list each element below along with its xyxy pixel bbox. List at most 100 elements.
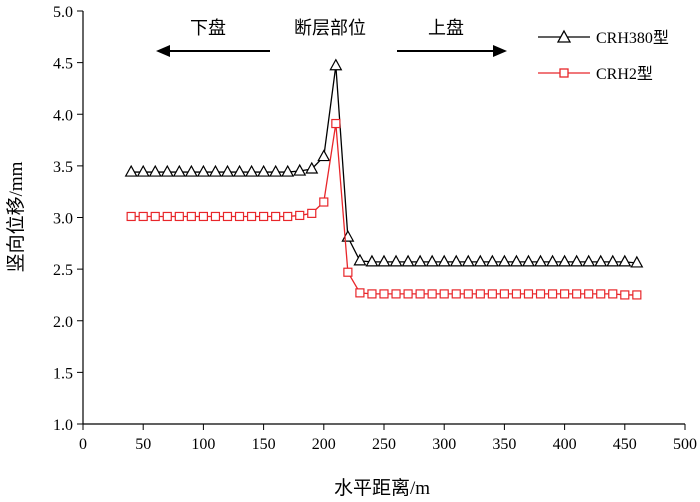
data-point [269,164,283,177]
data-point [377,254,391,267]
data-point [186,211,196,222]
series-crh380 [124,58,644,268]
data-point [259,211,269,222]
data-point [497,254,511,267]
data-point [521,254,535,267]
data-point [234,211,245,222]
data-point [124,164,138,177]
data-point [437,254,451,267]
data-point [391,289,401,299]
y-tick-label: 4.0 [53,107,73,124]
data-point [271,211,281,222]
y-tick-label: 5.0 [53,4,73,21]
data-point [425,254,439,267]
data-point [558,254,572,267]
data-point [451,289,461,299]
data-point [136,164,150,177]
data-point [367,289,377,299]
data-point [572,289,582,299]
data-point [355,288,365,298]
axes: 0 50 100 150 200 250 300 350 400 450 500 1.0 1.5 2.0 2… [53,4,697,453]
x-tick-label: 100 [191,436,215,453]
data-point [162,211,172,222]
data-point [439,289,449,299]
annotation-footwall: 下盘 [190,18,226,38]
data-point [570,254,584,267]
arrow-right [397,45,507,57]
data-point [172,164,186,177]
data-point [305,161,319,174]
data-point [509,254,523,267]
series-layer [124,58,644,300]
y-tick-label: 2.5 [53,262,73,279]
data-point [198,211,208,222]
data-point [606,254,620,267]
data-point [485,254,499,267]
data-point [148,164,162,177]
data-point [584,289,594,299]
x-tick-label: 250 [372,436,396,453]
data-point [281,164,295,177]
y-tick-label: 1.0 [53,417,73,434]
data-point [222,211,233,222]
y-axis-title: 竖向位移/mm [5,161,27,272]
data-point [523,289,534,299]
legend-entry-crh2: CRH2型 [538,65,653,83]
y-tick-label: 3.5 [53,159,73,176]
data-point [208,164,222,177]
data-point [283,211,293,222]
data-point [401,254,415,267]
series-line [131,123,637,296]
data-point [596,289,606,299]
data-point [389,254,403,267]
data-point [365,254,379,267]
data-point [174,211,184,222]
data-point [487,289,497,299]
data-point [220,164,234,177]
data-point [582,254,596,267]
data-point [499,289,509,299]
data-point [547,289,558,299]
data-point [473,254,487,267]
series-crh2 [126,118,642,300]
data-point [257,164,271,177]
data-point [403,289,413,299]
series-line [131,65,637,264]
legend-label-crh2: CRH2型 [596,65,653,83]
data-point [546,254,560,267]
data-point [608,289,618,299]
data-point [379,289,389,299]
legend-label-crh380: CRH380型 [596,29,669,47]
data-point [475,289,485,299]
data-point [246,211,257,222]
data-point [293,163,307,176]
legend-marker-triangle [556,29,572,43]
x-axis-title: 水平距离/m [334,477,430,499]
data-point [449,254,463,267]
annotation-hangingwall: 上盘 [428,18,464,38]
x-tick-label: 350 [492,436,516,453]
x-tick-label: 0 [79,436,87,453]
data-point [413,254,427,267]
data-point [343,267,353,277]
data-point [559,289,570,299]
y-tick-label: 4.5 [53,56,73,73]
data-point [245,164,259,177]
data-point [295,210,305,221]
data-point [184,164,198,177]
x-tick-label: 450 [613,436,637,453]
data-point [138,211,148,222]
data-point [210,211,221,222]
arrow-left [156,45,270,57]
x-tick-label: 150 [252,436,276,453]
data-point [353,253,367,266]
data-point [511,289,522,299]
data-point [535,289,546,299]
data-point [415,289,425,299]
x-tick-label: 500 [673,436,697,453]
annotation-layer: 下盘 断层部位 上盘 [156,18,507,57]
data-point [618,254,632,267]
data-point [307,208,317,218]
data-point [233,164,247,177]
